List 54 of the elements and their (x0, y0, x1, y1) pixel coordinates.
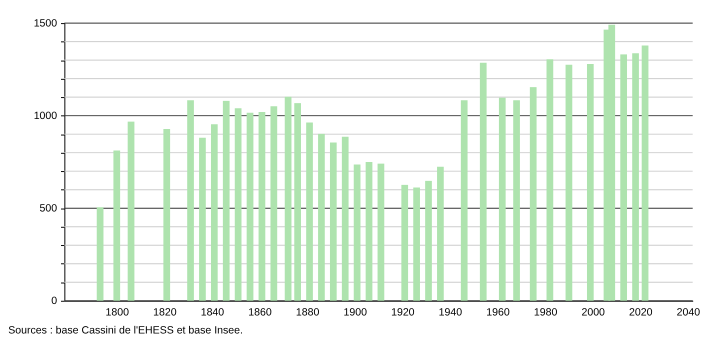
bar (330, 142, 337, 301)
bar (187, 100, 194, 301)
bar (163, 129, 170, 301)
bar (354, 164, 360, 301)
bar (128, 122, 134, 301)
y-tick-label: 0 (51, 295, 58, 308)
bar (546, 59, 554, 301)
source-note: Sources : base Cassini de l'EHESS et base Insee. (8, 324, 243, 336)
x-tick-label: 1800 (106, 306, 130, 319)
bar (378, 164, 384, 301)
bar (460, 100, 468, 301)
x-tick-label: 1880 (296, 306, 320, 319)
bar (366, 162, 372, 301)
bar (96, 207, 104, 301)
bar (222, 100, 230, 301)
x-tick-label: 2040 (676, 306, 700, 319)
bar (294, 103, 301, 301)
bar (620, 54, 628, 301)
bar (437, 166, 444, 301)
bar (270, 106, 278, 301)
x-tick-label: 2020 (629, 306, 653, 319)
bar (566, 64, 572, 301)
bar (284, 96, 292, 301)
x-tick-label: 1900 (343, 306, 368, 319)
x-tick-label: 1920 (391, 306, 415, 319)
y-tick-label: 500 (40, 202, 58, 215)
x-tick-label: 1940 (438, 306, 462, 319)
bar (413, 187, 420, 301)
bar (642, 46, 648, 301)
bar (632, 53, 639, 301)
bar (210, 124, 218, 301)
bar (246, 112, 254, 301)
bar (199, 138, 206, 301)
x-tick-label: 2000 (581, 306, 606, 319)
y-tick-label: 1500 (34, 17, 58, 30)
bar (513, 100, 520, 301)
x-tick-label: 1840 (200, 306, 224, 319)
bar (586, 64, 594, 301)
bar (258, 112, 266, 301)
x-tick-label: 1960 (486, 306, 510, 319)
bar (401, 184, 408, 301)
bar (306, 122, 313, 301)
x-tick-label: 1980 (534, 306, 558, 319)
bar (425, 180, 432, 301)
x-tick-label: 1860 (248, 306, 272, 319)
bar (113, 150, 120, 301)
bar (480, 62, 487, 301)
bar (234, 108, 242, 301)
bar (498, 98, 506, 301)
x-tick-label: 1820 (153, 306, 177, 319)
bar (318, 134, 325, 301)
bar (530, 87, 537, 301)
bar (342, 136, 349, 301)
y-tick-label: 1000 (34, 110, 58, 122)
